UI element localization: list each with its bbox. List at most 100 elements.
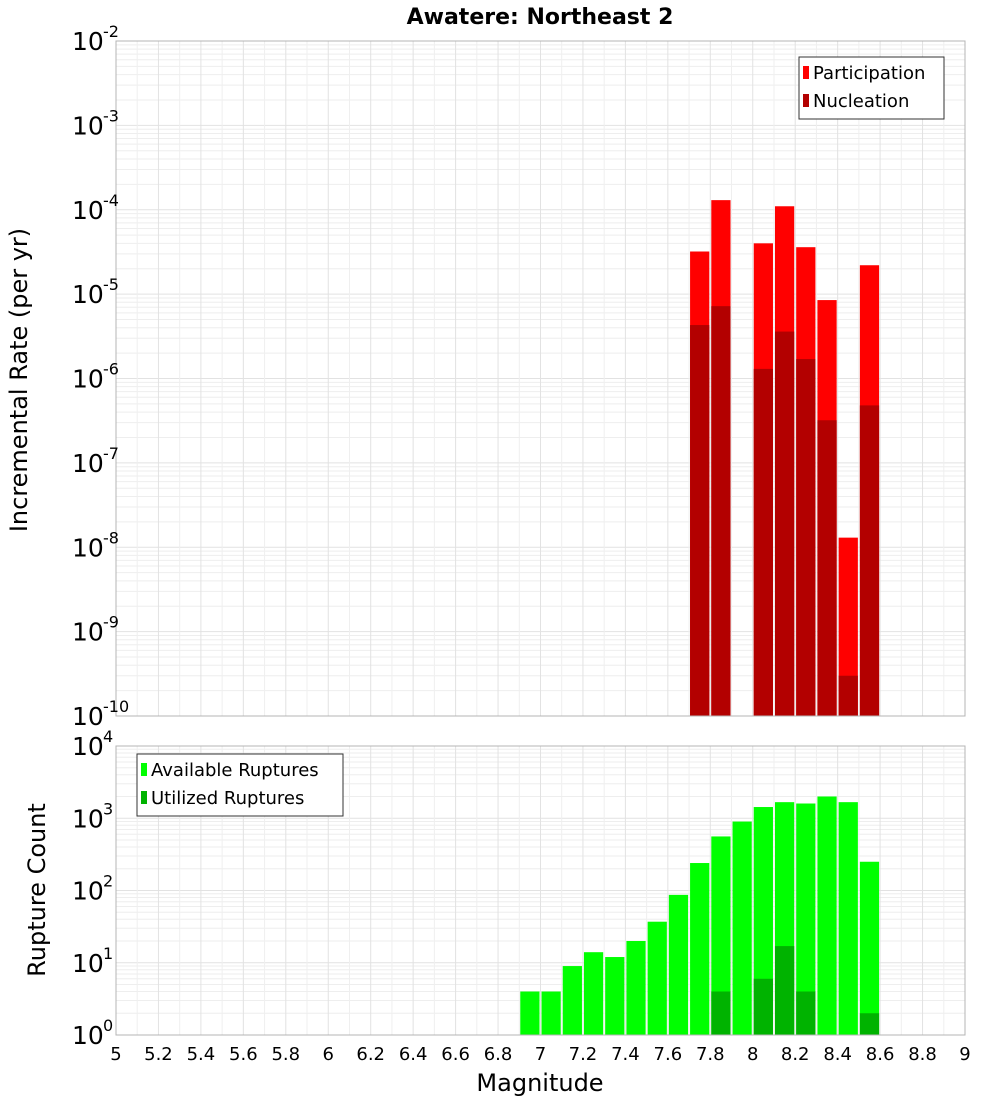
bottom-bar — [753, 978, 773, 1035]
top-y-tick-label: 10 — [72, 533, 104, 562]
bottom-bar — [732, 821, 752, 1035]
x-tick-label: 7.4 — [611, 1044, 640, 1065]
bottom-bar — [647, 921, 667, 1035]
top-plot-frame — [115, 40, 966, 717]
x-tick-label: 9 — [959, 1044, 970, 1065]
top-y-tick-exponent: -4 — [103, 191, 119, 210]
x-tick-label: 5.6 — [229, 1044, 258, 1065]
top-bar — [796, 359, 816, 716]
x-tick-label: 6.4 — [399, 1044, 428, 1065]
top-bar — [690, 325, 710, 716]
bottom-y-tick-exponent: 1 — [103, 944, 113, 963]
top-y-tick-exponent: -9 — [103, 613, 119, 632]
chart-title: Awatere: Northeast 2 — [407, 5, 674, 30]
bottom-bar — [711, 991, 731, 1035]
bottom-bar — [817, 796, 837, 1035]
top-y-tick-label: 10 — [72, 280, 104, 309]
legend-swatch — [803, 66, 809, 79]
top-y-tick-label: 10 — [72, 449, 104, 478]
top-bar — [753, 368, 773, 716]
top-y-tick-label: 10 — [72, 702, 104, 731]
top-y-axis-label: Incremental Rate (per yr) — [5, 228, 33, 532]
bottom-bar — [668, 894, 689, 1035]
bottom-bar — [626, 941, 646, 1035]
bottom-series-1 — [711, 946, 880, 1035]
bottom-y-tick-exponent: 2 — [103, 872, 113, 891]
bottom-bar — [711, 836, 731, 1035]
top-y-tick-label: 10 — [72, 27, 104, 56]
x-tick-label: 5.2 — [144, 1044, 173, 1065]
bottom-bar — [562, 966, 582, 1035]
bottom-bar — [796, 803, 816, 1035]
top-y-tick-label: 10 — [72, 196, 104, 225]
x-tick-label: 7 — [535, 1044, 546, 1065]
legend-label: Nucleation — [813, 91, 909, 112]
x-tick-label: 5.8 — [271, 1044, 300, 1065]
x-tick-label: 7.8 — [696, 1044, 725, 1065]
top-bar — [838, 675, 858, 716]
bottom-y-tick-label: 10 — [72, 949, 104, 978]
x-tick-label: 8 — [747, 1044, 758, 1065]
top-bar — [774, 331, 795, 716]
top-grid — [115, 41, 966, 717]
bottom-y-axis-label: Rupture Count — [23, 803, 51, 977]
bottom-legend: Available Ruptures Utilized Ruptures — [136, 753, 344, 817]
bottom-bar — [541, 991, 561, 1035]
top-y-tick-label: 10 — [72, 365, 104, 394]
legend-label: Utilized Ruptures — [151, 788, 304, 809]
x-tick-label: 6.6 — [441, 1044, 470, 1065]
bottom-y-tick-label: 10 — [72, 804, 104, 833]
bottom-bar — [859, 861, 880, 1035]
x-tick-label: 6.8 — [484, 1044, 513, 1065]
bottom-bar — [774, 946, 795, 1035]
bottom-y-tick-exponent: 0 — [103, 1016, 113, 1035]
top-y-tick-exponent: -2 — [103, 22, 119, 41]
legend-label: Participation — [813, 63, 925, 84]
top-y-tick-exponent: -7 — [103, 444, 119, 463]
x-tick-label: 8.2 — [781, 1044, 810, 1065]
legend-box — [798, 56, 945, 120]
x-tick-labels: 5 5.2 5.4 5.6 5.8 6 6.2 6.4 6.6 6.8 7 7.2 7.4 7.6 7.8 8… — [110, 1044, 970, 1065]
top-y-tick-exponent: -5 — [103, 275, 119, 294]
x-tick-label: 8.4 — [823, 1044, 852, 1065]
bottom-series-0 — [520, 796, 880, 1035]
bottom-bar — [690, 863, 710, 1035]
bottom-bar — [605, 957, 625, 1035]
bottom-bar — [796, 991, 816, 1035]
legend-swatch — [141, 791, 147, 804]
top-bar — [859, 405, 880, 716]
top-y-tick-exponent: -8 — [103, 528, 119, 547]
top-bar — [817, 420, 837, 716]
bottom-y-tick-exponent: 4 — [103, 727, 113, 746]
x-tick-label: 7.6 — [654, 1044, 683, 1065]
bottom-bar — [753, 807, 773, 1035]
bottom-bar — [520, 991, 540, 1035]
x-tick-label: 7.2 — [569, 1044, 598, 1065]
bottom-bar — [583, 952, 604, 1035]
legend-swatch — [141, 763, 147, 776]
bottom-y-tick-label: 10 — [72, 877, 104, 906]
bottom-bar — [838, 802, 858, 1035]
x-tick-label: 5 — [110, 1044, 121, 1065]
bottom-y-tick-exponent: 3 — [103, 799, 113, 818]
x-tick-label: 6 — [323, 1044, 334, 1065]
top-y-tick-label: 10 — [72, 618, 104, 647]
x-tick-label: 5.4 — [187, 1044, 216, 1065]
x-tick-label: 8.8 — [908, 1044, 937, 1065]
bottom-y-tick-label: 10 — [72, 732, 104, 761]
legend-box — [136, 753, 344, 817]
top-y-tick-exponent: -6 — [103, 360, 119, 379]
top-series-1 — [690, 306, 880, 716]
top-bar — [838, 537, 858, 716]
x-axis-label: Magnitude — [476, 1069, 603, 1097]
top-y-tick-exponent: -10 — [103, 697, 129, 716]
top-y-tick-label: 10 — [72, 111, 104, 140]
legend-swatch — [803, 94, 809, 107]
top-legend: Participation Nucleation — [798, 56, 945, 120]
bottom-y-tick-label: 10 — [72, 1021, 104, 1050]
top-bar — [711, 306, 731, 716]
